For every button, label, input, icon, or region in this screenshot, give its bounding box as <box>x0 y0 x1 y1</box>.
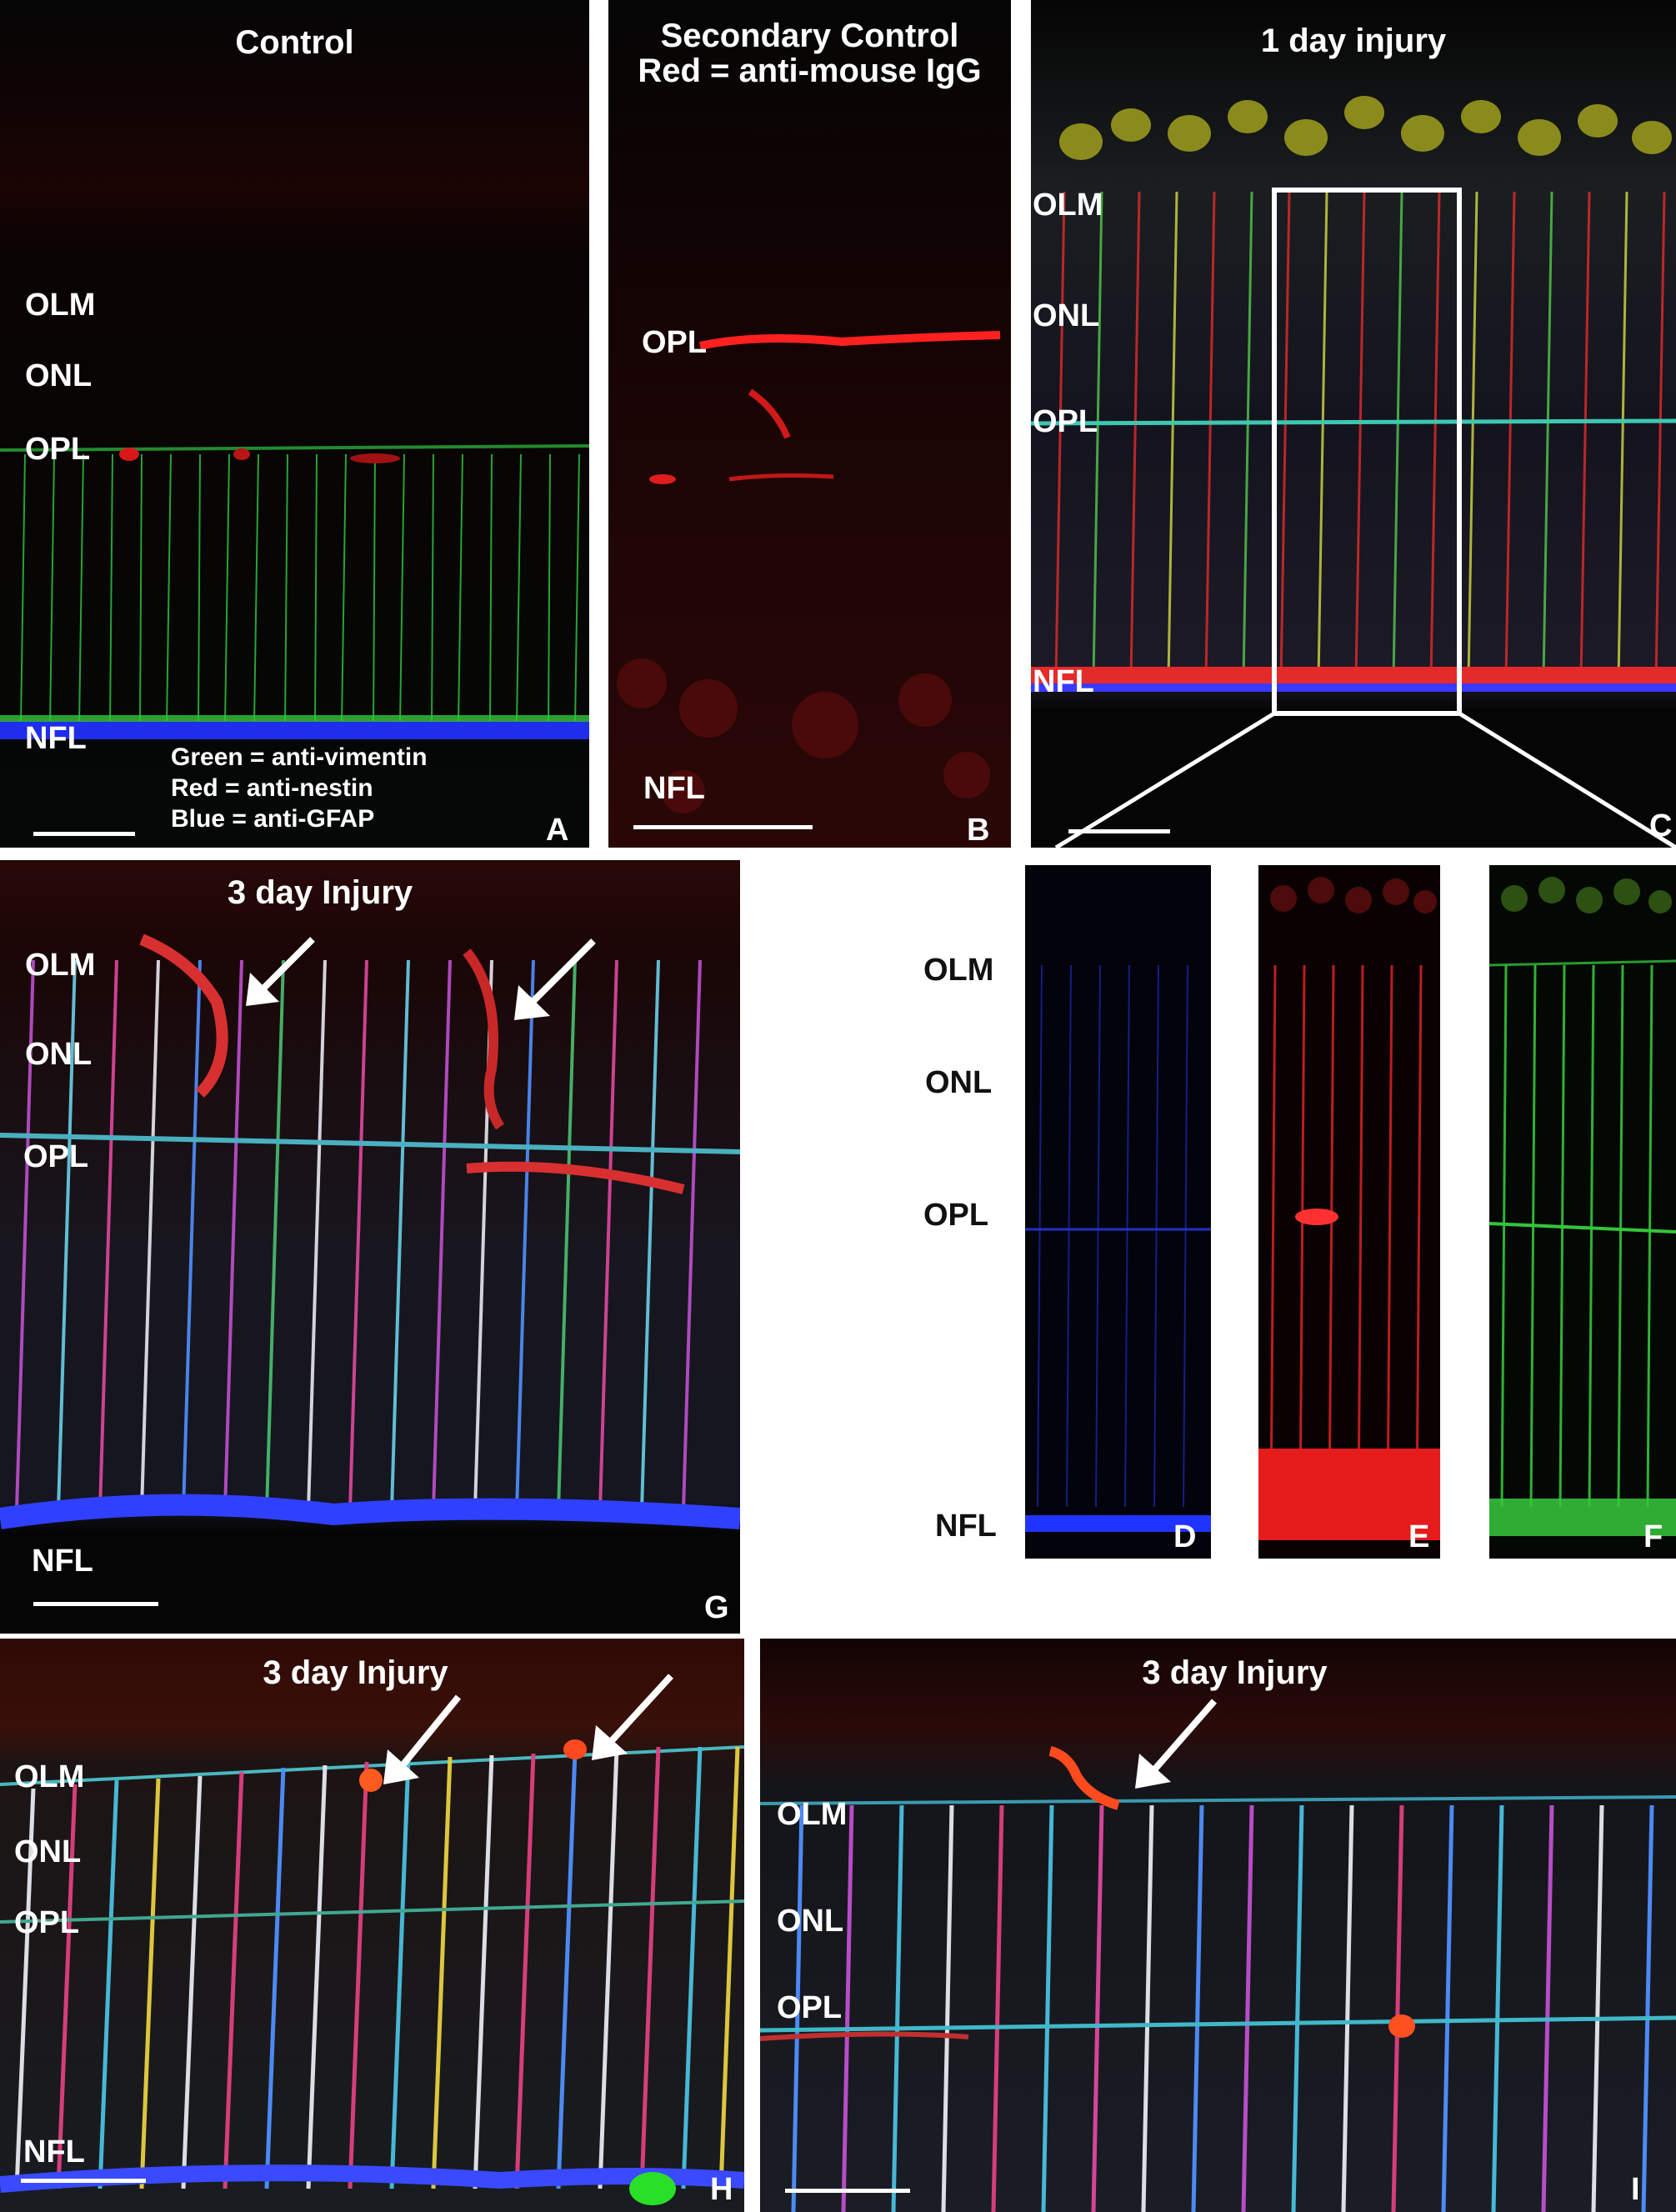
panel-title: 1 day injury <box>1260 23 1447 59</box>
panel-letter: G <box>704 1590 729 1625</box>
arrow-icon <box>383 1694 462 1784</box>
layer-label-opl: OPL <box>23 1139 89 1174</box>
scale-bar <box>633 825 813 829</box>
layer-label-opl: OPL <box>14 1905 80 1940</box>
panel-a-micrograph <box>0 0 589 848</box>
panel-letter: F <box>1643 1519 1663 1554</box>
layer-label-nfl: NFL <box>1033 664 1094 699</box>
legend-green: Green = anti-vimentin <box>171 743 428 771</box>
scale-bar <box>33 832 135 836</box>
layer-label-onl: ONL <box>1033 298 1100 333</box>
scale-bar <box>33 1602 158 1606</box>
layer-label-olm: OLM <box>25 948 96 983</box>
arrow-icon <box>514 938 596 1020</box>
panel-i-micrograph <box>760 1639 1676 2212</box>
scale-bar <box>785 2189 910 2193</box>
panel-f-micrograph <box>1489 865 1676 1559</box>
layer-label-olm: OLM <box>923 953 994 988</box>
panel-i: 3 day Injury OLM ONL OPL I <box>760 1639 1676 2212</box>
layer-label-olm: OLM <box>14 1759 85 1794</box>
layer-label-opl: OPL <box>923 1198 989 1233</box>
arrow-icon <box>246 937 315 1006</box>
layer-label-opl: OPL <box>25 432 91 467</box>
layer-label-nfl: NFL <box>643 771 705 806</box>
panel-g: 3 day Injury OLM ONL OPL NFL G <box>0 860 740 1634</box>
panel-c-micrograph <box>1031 0 1676 848</box>
layer-label-onl: ONL <box>14 1834 82 1869</box>
panel-b: Secondary Control Red = anti-mouse IgG O… <box>608 0 1011 848</box>
panel-b-micrograph <box>608 0 1011 848</box>
panel-letter: E <box>1408 1519 1430 1554</box>
panel-c: 1 day injury OLM ONL OPL NFL C <box>1031 0 1676 848</box>
layer-label-nfl: NFL <box>32 1544 93 1579</box>
arrow-icon <box>1135 1699 1218 1789</box>
panel-letter: C <box>1649 808 1673 843</box>
layer-label-olm: OLM <box>25 288 96 323</box>
panel-letter: I <box>1631 2172 1640 2207</box>
panel-title: 3 day Injury <box>1142 1654 1328 1691</box>
panel-h: 3 day Injury OLM ONL OPL NFL H <box>0 1639 744 2212</box>
panel-title-line2: Red = anti-mouse IgG <box>638 53 982 89</box>
scale-bar <box>21 2179 146 2183</box>
panel-letter: A <box>546 813 569 848</box>
stain-legend: Green = anti-vimentin Red = anti-nestin … <box>171 742 428 834</box>
panel-g-micrograph <box>0 860 740 1634</box>
layer-label-olm: OLM <box>777 1797 848 1832</box>
panel-letter: H <box>710 2172 733 2207</box>
panel-d-micrograph <box>1025 865 1211 1559</box>
layer-label-olm: OLM <box>1033 188 1103 223</box>
panel-title: 3 day Injury <box>227 874 413 911</box>
panel-a: Control OLM ONL OPL NFL Green = anti-vim… <box>0 0 589 848</box>
layer-label-opl: OPL <box>777 1990 843 2025</box>
panel-e: E <box>1258 865 1440 1559</box>
panel-title: Control <box>235 24 354 61</box>
scale-bar <box>1068 829 1170 833</box>
layer-label-onl: ONL <box>925 1065 993 1100</box>
layer-label-nfl: NFL <box>935 1509 997 1544</box>
panel-letter: D <box>1173 1519 1197 1554</box>
panel-title: 3 day Injury <box>263 1654 448 1691</box>
panel-letter: B <box>967 813 990 848</box>
layer-label-opl: OPL <box>642 325 708 360</box>
layer-label-onl: ONL <box>25 358 93 393</box>
legend-red: Red = anti-nestin <box>171 774 373 802</box>
layer-label-onl: ONL <box>777 1904 844 1939</box>
layer-label-onl: ONL <box>25 1037 93 1072</box>
panel-f: F <box>1489 865 1676 1559</box>
arrow-icon <box>592 1674 673 1760</box>
panel-title-line1: Secondary Control <box>660 18 959 54</box>
panel-e-micrograph <box>1258 865 1440 1559</box>
layer-label-nfl: NFL <box>25 721 87 756</box>
legend-blue: Blue = anti-GFAP <box>171 805 375 833</box>
panel-d: D <box>1025 865 1211 1559</box>
layer-label-opl: OPL <box>1033 404 1098 439</box>
layer-label-nfl: NFL <box>23 2134 85 2169</box>
